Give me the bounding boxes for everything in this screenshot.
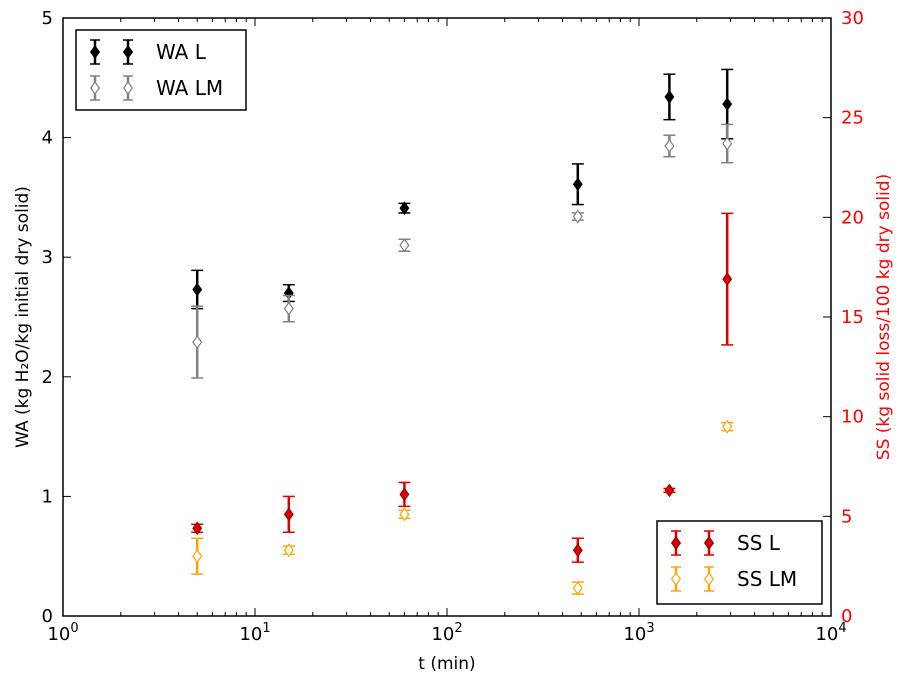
y-left-tick-label: 1 bbox=[42, 486, 53, 507]
data-point bbox=[572, 543, 583, 558]
legend-label: WA L bbox=[156, 40, 207, 64]
legend-marker bbox=[89, 80, 101, 96]
data-point bbox=[664, 483, 675, 498]
data-point bbox=[192, 549, 203, 564]
y-axis-left-title: WA (kg H₂O/kg initial dry solid) bbox=[13, 186, 33, 448]
series-wa-l bbox=[191, 68, 734, 310]
y-right-tick-label: 5 bbox=[841, 506, 852, 527]
x-tick-label: 100 bbox=[47, 621, 78, 645]
legend-box bbox=[656, 520, 823, 605]
x-tick-label: 104 bbox=[815, 621, 846, 645]
legend-marker bbox=[89, 44, 101, 60]
legend-bottom-right: SS L SS LM bbox=[656, 520, 823, 605]
x-tick-label: 101 bbox=[239, 621, 270, 645]
legend-label: WA LM bbox=[156, 76, 223, 100]
legends: WA L WA LM SS L SS LM bbox=[75, 29, 823, 605]
data-point bbox=[283, 507, 294, 522]
legend-marker bbox=[670, 571, 682, 587]
legend-box bbox=[75, 29, 247, 111]
series-ss-lm bbox=[191, 419, 734, 596]
x-tick-label: 103 bbox=[623, 621, 654, 645]
legend-marker bbox=[122, 80, 134, 96]
y-right-tick-label: 20 bbox=[841, 207, 864, 228]
legend-marker bbox=[670, 535, 682, 551]
y-left-tick-label: 4 bbox=[42, 128, 53, 149]
data-point bbox=[283, 543, 294, 558]
y-right-tick-label: 30 bbox=[841, 8, 864, 29]
data-point bbox=[399, 487, 410, 502]
data-point bbox=[722, 97, 733, 111]
legend-label: SS L bbox=[737, 531, 781, 555]
data-point bbox=[572, 177, 583, 192]
series-wa-lm bbox=[191, 123, 734, 379]
data-point bbox=[664, 90, 675, 104]
y-left-tick-label: 5 bbox=[42, 8, 53, 29]
data-point bbox=[572, 209, 583, 224]
data-point bbox=[192, 521, 203, 536]
data-point bbox=[722, 419, 733, 434]
x-axis-title: t (min) bbox=[418, 654, 475, 674]
data-point bbox=[664, 138, 675, 153]
legend-marker bbox=[122, 44, 134, 60]
data-point bbox=[399, 507, 410, 522]
legend-top-left: WA L WA LM bbox=[75, 29, 247, 111]
y-right-tick-label: 25 bbox=[841, 108, 864, 129]
x-tick-label: 102 bbox=[431, 621, 462, 645]
data-point bbox=[283, 301, 294, 316]
y-right-tick-label: 0 bbox=[841, 606, 852, 627]
legend-marker bbox=[703, 535, 715, 551]
legend-marker bbox=[703, 571, 715, 587]
series-ss-l bbox=[191, 212, 734, 563]
data-point bbox=[572, 581, 583, 596]
y-left-tick-label: 0 bbox=[42, 606, 53, 627]
data-point bbox=[722, 136, 733, 151]
plot-marks bbox=[191, 68, 734, 596]
legend-label: SS LM bbox=[737, 567, 797, 591]
data-point bbox=[192, 335, 203, 350]
y-left-tick-label: 3 bbox=[42, 247, 53, 268]
data-point bbox=[722, 272, 733, 286]
data-point bbox=[192, 282, 203, 297]
y-left-tick-label: 2 bbox=[42, 367, 53, 388]
y-right-tick-label: 15 bbox=[841, 307, 864, 328]
y-right-tick-label: 10 bbox=[841, 407, 864, 428]
y-axis-right-title: SS (kg solid loss/100 kg dry solid) bbox=[874, 174, 894, 460]
data-point bbox=[399, 201, 410, 216]
data-point bbox=[399, 238, 410, 253]
